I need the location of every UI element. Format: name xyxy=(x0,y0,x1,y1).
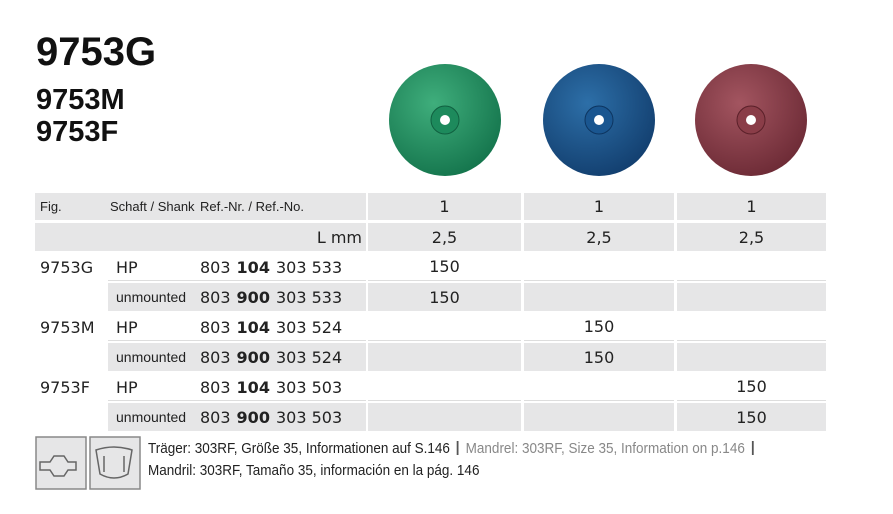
quantity xyxy=(368,403,521,431)
title: 9753G xyxy=(36,30,157,74)
quantity: 150 xyxy=(368,283,521,311)
quantity: 150 xyxy=(677,373,826,401)
pack-qty: 1 xyxy=(524,193,674,220)
row-bg xyxy=(108,283,366,311)
quantity xyxy=(524,373,674,401)
quantity xyxy=(368,373,521,401)
ref-no: 803 900 303 524 xyxy=(200,343,364,371)
ref-part: 803 xyxy=(200,407,231,427)
ref-part: 303 533 xyxy=(275,257,343,277)
ref-no: 803 104 303 503 xyxy=(200,373,364,401)
quantity xyxy=(524,253,674,281)
pack-qty: 1 xyxy=(368,193,521,220)
length-value: 2,5 xyxy=(368,223,521,251)
shank-header: Schaft / Shank xyxy=(110,199,195,214)
quantity xyxy=(677,343,826,371)
shank-icons xyxy=(35,436,141,490)
separator xyxy=(457,441,459,455)
quantity xyxy=(524,403,674,431)
shank: HP xyxy=(116,317,138,337)
ref-part: 303 524 xyxy=(275,317,343,337)
ref-part: 104 xyxy=(236,317,270,337)
note-de: Träger: 303RF, Größe 35, Informationen a… xyxy=(148,440,450,457)
ref-no: 803 900 303 503 xyxy=(200,403,364,431)
ref-part: 303 503 xyxy=(275,377,343,397)
ref-part: 303 533 xyxy=(275,287,343,307)
ref-part: 900 xyxy=(236,287,270,307)
footer-note: Träger: 303RF, Größe 35, Informationen a… xyxy=(148,438,769,482)
ref-part: 900 xyxy=(236,407,270,427)
shank: unmounted xyxy=(116,289,187,305)
length-bg xyxy=(35,223,366,251)
quantity xyxy=(368,313,521,341)
quantity xyxy=(524,283,674,311)
row-bg xyxy=(108,253,366,281)
quantity xyxy=(677,253,826,281)
fig: 9753M xyxy=(40,317,95,337)
ref-header: Ref.-Nr. / Ref.-No. xyxy=(200,199,305,214)
ref-no: 803 104 303 524 xyxy=(200,313,364,341)
note-es: Mandril: 303RF, Tamaño 35, información e… xyxy=(148,462,480,479)
disc-blue xyxy=(543,64,655,176)
ref-no: 803 900 303 533 xyxy=(200,283,364,311)
row-bg xyxy=(108,343,366,371)
length-value: 2,5 xyxy=(524,223,674,251)
ref-part: 303 503 xyxy=(275,407,343,427)
length-value: 2,5 xyxy=(677,223,826,251)
fig-header: Fig. xyxy=(40,199,62,214)
shank: unmounted xyxy=(116,409,187,425)
length-label: L mm xyxy=(316,227,362,247)
note-en: Mandrel: 303RF, Size 35, Information on … xyxy=(465,440,745,457)
ref-part: 900 xyxy=(236,347,270,367)
quantity: 150 xyxy=(524,343,674,371)
ref-part: 803 xyxy=(200,377,231,397)
ref-part: 803 xyxy=(200,287,231,307)
pack-qty: 1 xyxy=(677,193,826,220)
row-bg xyxy=(108,403,366,431)
ref-part: 303 524 xyxy=(275,347,343,367)
quantity xyxy=(677,313,826,341)
shank: HP xyxy=(116,377,138,397)
ref-part: 803 xyxy=(200,317,231,337)
quantity: 150 xyxy=(368,253,521,281)
fig: 9753G xyxy=(40,257,94,277)
quantity: 150 xyxy=(677,403,826,431)
quantity xyxy=(677,283,826,311)
fig: 9753F xyxy=(40,377,90,397)
quantity xyxy=(368,343,521,371)
row-bg xyxy=(108,313,366,341)
row-bg xyxy=(108,373,366,401)
disc-green xyxy=(389,64,501,176)
ref-part: 803 xyxy=(200,347,231,367)
shank: unmounted xyxy=(116,349,187,365)
ref-part: 104 xyxy=(236,377,270,397)
ref-part: 803 xyxy=(200,257,231,277)
ref-part: 104 xyxy=(236,257,270,277)
ref-no: 803 104 303 533 xyxy=(200,253,364,281)
title: 9753F xyxy=(36,116,119,148)
disc-red xyxy=(695,64,807,176)
header-bg xyxy=(35,193,366,220)
quantity: 150 xyxy=(524,313,674,341)
shank: HP xyxy=(116,257,138,277)
separator xyxy=(752,441,754,455)
title: 9753M xyxy=(36,84,125,116)
